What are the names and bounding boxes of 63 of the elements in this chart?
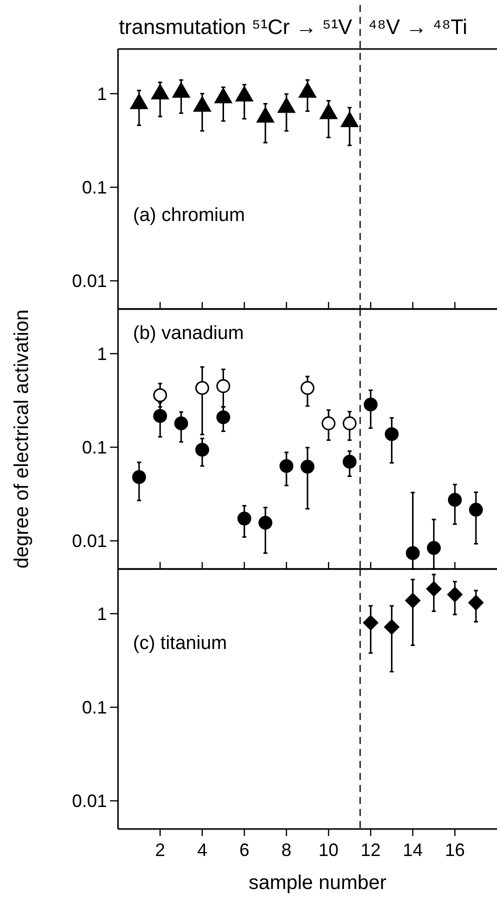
x-tick-label: 16 — [444, 840, 465, 860]
point — [340, 112, 358, 128]
point — [448, 492, 462, 507]
point — [342, 454, 357, 469]
point — [216, 379, 230, 394]
y-tick-label: 0.01 — [72, 791, 107, 812]
x-tick-label: 4 — [197, 840, 208, 860]
point — [426, 540, 441, 555]
point — [363, 615, 378, 630]
annotation: (a) chromium — [133, 205, 245, 226]
point — [153, 409, 168, 423]
point — [236, 86, 254, 102]
point — [300, 460, 314, 474]
point — [469, 502, 483, 517]
y-tick-label: 0.1 — [82, 438, 107, 458]
x-axis-title: sample number — [248, 872, 387, 894]
point — [406, 546, 420, 560]
point — [280, 459, 294, 473]
point — [447, 586, 462, 602]
x-tick-label: 2 — [155, 840, 166, 860]
y-tick-label: 1 — [96, 84, 107, 104]
point — [153, 388, 168, 402]
point — [132, 470, 146, 484]
point — [195, 381, 210, 395]
point — [258, 516, 272, 530]
x-tick-label: 14 — [402, 840, 423, 860]
point — [130, 94, 148, 110]
point — [174, 416, 188, 430]
y-tick-label: 0.01 — [72, 531, 107, 552]
x-tick-label: 8 — [281, 840, 292, 860]
chart-title: transmutation ⁵¹Cr → ⁵¹V — [118, 16, 352, 39]
point — [151, 84, 169, 100]
point — [195, 442, 210, 457]
x-tick-label: 10 — [318, 840, 339, 860]
point — [342, 416, 357, 430]
point — [384, 619, 400, 635]
y-tick-label: 0.01 — [72, 271, 107, 292]
x-tick-label: 12 — [360, 840, 381, 860]
point — [300, 381, 314, 395]
annotation: (b) vanadium — [133, 323, 244, 344]
point — [384, 427, 399, 442]
chart-subtitle: ⁴⁸V → ⁴⁸Ti — [368, 16, 468, 39]
x-tick-label: 6 — [239, 840, 250, 860]
y-tick-label: 1 — [96, 604, 107, 624]
annotation: (c) titanium — [133, 633, 227, 654]
point — [298, 82, 316, 98]
y-tick-label: 1 — [96, 344, 107, 364]
point — [322, 416, 336, 430]
point — [194, 96, 211, 112]
y-tick-label: 0.1 — [82, 178, 107, 198]
point — [172, 82, 190, 98]
point — [320, 104, 338, 120]
point — [405, 592, 420, 608]
point — [426, 581, 442, 596]
point — [214, 88, 232, 104]
y-tick-label: 0.1 — [82, 698, 107, 718]
point — [256, 107, 274, 123]
point — [278, 98, 296, 113]
point — [468, 595, 484, 610]
y-axis-title: degree of electrical activation — [11, 309, 33, 569]
point — [237, 512, 252, 526]
point — [364, 398, 378, 412]
point — [216, 410, 230, 424]
